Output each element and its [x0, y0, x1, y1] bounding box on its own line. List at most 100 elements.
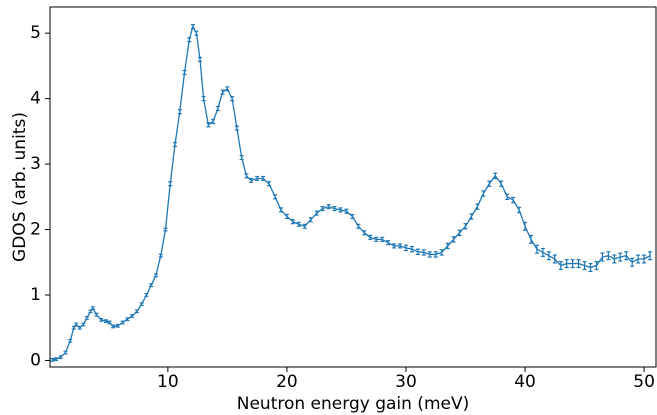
error-bar	[350, 213, 355, 220]
error-bar	[302, 223, 307, 229]
error-bar	[588, 262, 593, 273]
error-bar	[71, 325, 76, 330]
error-bar	[74, 322, 79, 327]
y-tick-label: 3	[30, 154, 41, 174]
error-bar	[163, 227, 168, 232]
error-bar	[230, 96, 235, 102]
error-bar	[415, 248, 420, 256]
error-bar	[255, 175, 260, 182]
x-tick-label: 40	[514, 372, 536, 392]
error-bar	[144, 293, 149, 297]
error-bar	[158, 253, 163, 258]
error-bar	[168, 181, 173, 187]
error-bar	[220, 89, 225, 95]
error-bar	[125, 317, 130, 322]
error-bar	[463, 223, 468, 230]
error-bar	[290, 219, 295, 225]
error-bar	[211, 118, 216, 125]
error-bar	[182, 69, 187, 76]
error-bar	[267, 181, 272, 187]
error-bar	[103, 319, 108, 324]
error-bar	[84, 316, 89, 320]
error-bar	[540, 247, 545, 257]
x-axis-label: Neutron energy gain (meV)	[237, 394, 469, 414]
error-bar	[115, 323, 120, 328]
error-bar	[239, 154, 244, 161]
y-tick-label: 4	[30, 89, 41, 109]
error-bar	[206, 122, 211, 128]
error-bar	[558, 261, 563, 271]
error-bar	[198, 56, 203, 62]
error-bar	[320, 206, 325, 212]
error-bar	[187, 37, 192, 43]
error-bar	[606, 251, 611, 261]
error-bar	[77, 325, 82, 330]
error-bar	[636, 254, 641, 264]
error-bar	[618, 252, 623, 262]
error-bar	[194, 30, 199, 36]
error-bar	[139, 302, 144, 307]
error-bar	[225, 86, 230, 92]
error-bar	[273, 194, 278, 200]
x-tick-label: 30	[395, 372, 417, 392]
x-tick-label: 50	[633, 372, 655, 392]
error-bar	[552, 254, 557, 264]
error-bar	[517, 206, 522, 214]
error-bar	[344, 208, 349, 214]
error-bar	[427, 251, 432, 258]
y-tick-label: 1	[30, 285, 41, 305]
error-bar	[582, 261, 587, 271]
error-bar	[511, 196, 516, 204]
error-bar	[99, 317, 104, 322]
error-bar	[469, 213, 474, 220]
error-bar	[88, 309, 93, 314]
error-bar	[284, 213, 289, 220]
data-line	[52, 24, 651, 361]
error-bar	[487, 180, 492, 187]
error-bar	[177, 109, 182, 115]
error-bar	[53, 357, 58, 362]
error-bar	[90, 306, 95, 310]
error-bar	[134, 309, 139, 314]
error-bar	[50, 357, 55, 362]
error-bar	[570, 259, 575, 269]
error-bar	[439, 249, 444, 256]
error-bar	[130, 314, 135, 318]
error-bar	[576, 259, 581, 269]
error-bar	[326, 204, 331, 210]
error-bar	[201, 96, 206, 102]
error-bar	[261, 175, 266, 182]
error-bar	[457, 229, 462, 237]
error-bar	[546, 251, 551, 261]
error-bar	[642, 254, 647, 264]
error-bar	[481, 190, 486, 197]
error-bar	[433, 251, 438, 258]
error-bar	[386, 240, 391, 246]
error-bar	[173, 141, 178, 148]
error-bar	[600, 252, 605, 262]
error-bar	[68, 338, 73, 343]
error-bar	[594, 261, 599, 271]
y-axis-label: GDOS (arb. units)	[10, 112, 30, 262]
y-tick-label: 0	[30, 350, 41, 370]
error-bar	[356, 223, 361, 229]
error-bar	[534, 244, 539, 254]
error-bar	[249, 177, 254, 184]
error-bar	[234, 125, 239, 131]
error-bar	[648, 251, 653, 261]
error-bar	[392, 243, 397, 249]
error-bar	[362, 230, 367, 236]
error-bar	[499, 180, 504, 187]
x-tick-label: 20	[276, 372, 298, 392]
error-bar	[403, 244, 408, 252]
error-bar	[296, 221, 301, 227]
error-bar	[451, 236, 456, 243]
error-bar	[120, 320, 125, 325]
error-bar	[111, 324, 116, 329]
error-bar	[153, 273, 158, 278]
error-bar	[94, 312, 99, 317]
error-bar	[190, 24, 195, 30]
x-tick-label: 10	[157, 372, 179, 392]
error-bar	[368, 234, 373, 240]
